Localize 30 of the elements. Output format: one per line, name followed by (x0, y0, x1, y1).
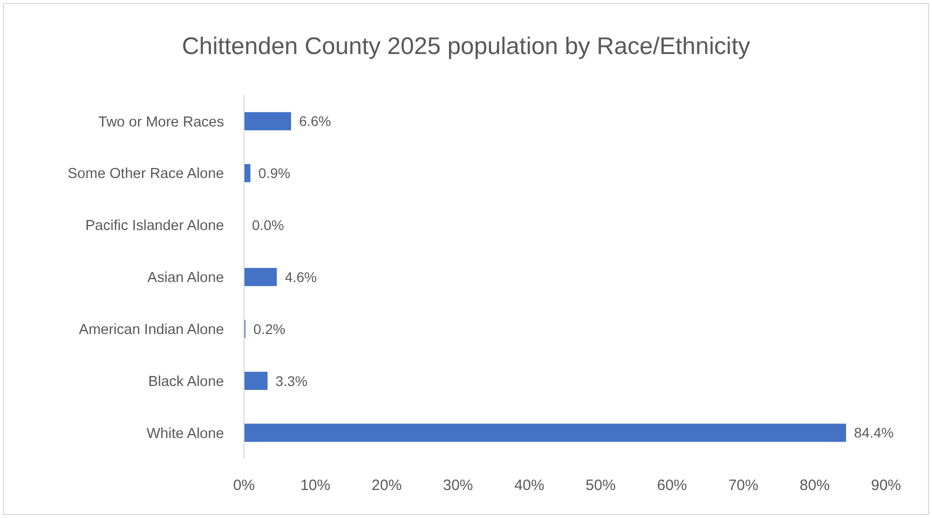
data-label: 3.3% (276, 372, 308, 389)
y-tick-label: Two or More Races (98, 114, 224, 130)
x-tick-label: 60% (656, 477, 688, 494)
bar (244, 424, 846, 442)
x-tick-label: 30% (442, 477, 474, 494)
y-tick-label: Some Other Race Alone (68, 166, 224, 182)
x-tick-label: 20% (372, 477, 402, 494)
y-tick-label: Black Alone (148, 374, 224, 390)
bar (244, 164, 250, 182)
x-tick-label: 70% (728, 477, 758, 494)
y-tick-label: Pacific Islander Alone (85, 218, 224, 234)
x-tick-label: 0% (233, 477, 255, 494)
data-label: 0.9% (258, 165, 290, 182)
bar (244, 372, 268, 390)
x-tick-label: 40% (514, 477, 544, 494)
data-label: 4.6% (284, 268, 317, 285)
y-tick-label: Asian Alone (147, 270, 224, 286)
x-tick-label: 50% (586, 477, 616, 494)
data-label: 0.0% (252, 216, 284, 233)
data-label: 84.4% (854, 424, 894, 441)
bar (244, 112, 292, 130)
data-label: 6.6% (299, 113, 331, 130)
x-tick-label: 10% (300, 477, 330, 494)
y-tick-label: American Indian Alone (78, 322, 224, 338)
data-label: 0.2% (253, 320, 286, 337)
y-tick-label: White Alone (146, 426, 224, 442)
bar (244, 268, 277, 286)
chart-title: Chittenden County 2025 population by Race/Ethnicity (182, 33, 750, 60)
x-tick-label: 90% (870, 477, 902, 494)
x-tick-label: 80% (800, 477, 830, 494)
